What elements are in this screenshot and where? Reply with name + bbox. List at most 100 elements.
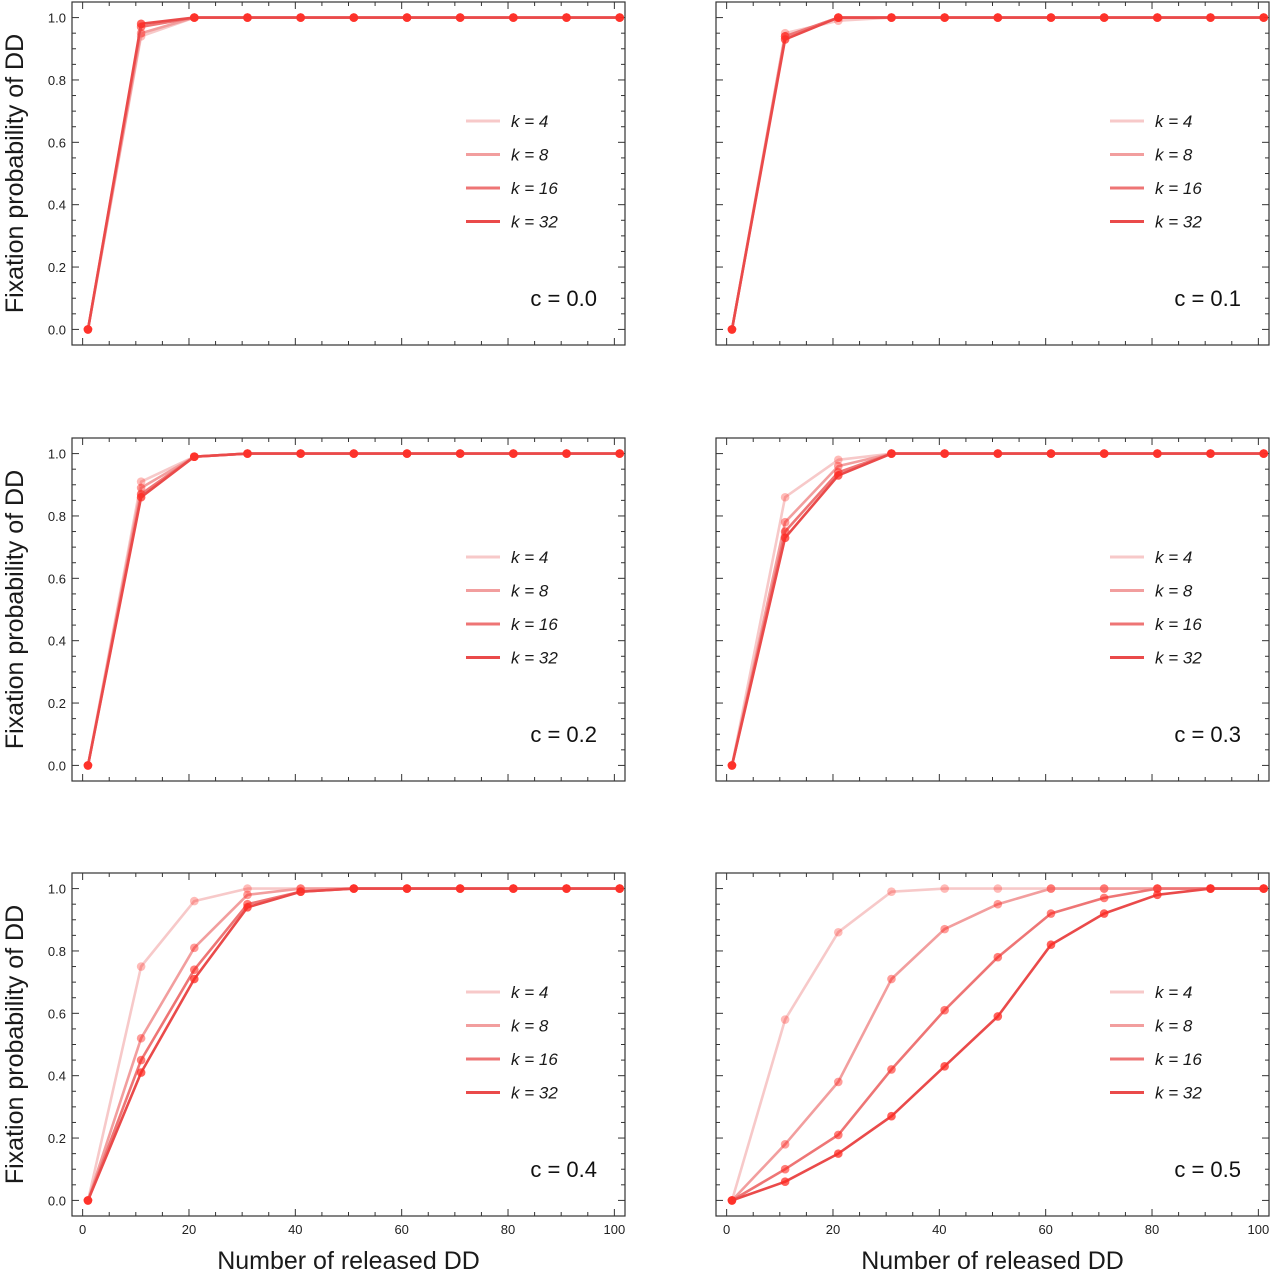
series-line-k8 [86,16,620,330]
x-tick-label: 60 [394,1222,408,1237]
data-point [1206,13,1215,22]
data-point [940,1005,949,1015]
legend-label: k = 8 [1155,582,1193,601]
data-point [349,884,359,893]
data-point [940,13,949,22]
data-point [1046,884,1056,893]
legend-label: k = 16 [1155,179,1202,198]
data-point [455,884,465,893]
y-tick-label: 0.0 [48,758,66,773]
data-point [402,449,412,458]
legend-label: k = 8 [511,1017,549,1036]
data-point [349,13,359,22]
y-tick-label: 0.4 [48,1069,66,1084]
data-point [562,884,571,893]
data-point [189,943,199,953]
data-point [780,533,790,543]
x-tick-label: 20 [182,1222,196,1237]
legend-label: k = 8 [511,146,549,165]
legend-label: k = 8 [511,582,549,601]
y-tick-label: 0.2 [48,260,66,275]
data-point [1259,449,1268,458]
data-point [136,492,146,502]
legend-label: k = 4 [511,983,548,1002]
series-line-k8 [731,887,1264,1202]
data-point [887,974,896,984]
y-axis-title: Fixation probability of DD [1,470,29,749]
data-point [780,35,790,44]
series-line-k32 [86,16,620,330]
data-point [1259,13,1268,22]
y-tick-label: 1.0 [48,11,66,26]
data-point [1046,13,1056,22]
data-point [296,13,305,22]
data-point [83,1196,93,1205]
y-tick-label: 0.4 [48,198,66,213]
data-point [509,13,518,22]
data-point [993,1012,1003,1021]
legend-label: k = 4 [1155,548,1192,567]
x-axis-title: Number of released DD [861,1247,1124,1275]
data-point [189,974,199,984]
data-point [615,449,624,458]
panel-5: 0.0 0.2 0.4 0.6 0.8 1.0 Fixation probability o… [1,872,626,1275]
data-point [455,13,465,22]
series-line-k32 [730,16,1264,330]
data-point [993,884,1003,893]
data-point [887,1065,896,1074]
y-tick-label: 0.8 [48,944,66,959]
data-point [1206,884,1215,893]
y-tick-label: 0.6 [48,135,66,150]
data-point [615,884,624,893]
data-point [1153,449,1162,458]
data-point [136,1033,146,1043]
data-point [136,19,146,29]
x-tick-label: 100 [604,1222,626,1237]
data-point [833,455,843,465]
data-point [833,1149,843,1158]
data-point [780,1015,790,1024]
data-point [243,884,252,893]
series-line-k8 [86,452,620,766]
data-point [562,13,571,22]
panel-2: k = 4 k = 8 k = 16 k = 32 c = 0.1 [715,1,1270,346]
data-point [940,449,949,458]
data-point [833,471,843,480]
data-point [993,952,1003,962]
data-point [189,452,199,462]
x-axis-title: Number of released DD [217,1247,480,1275]
y-tick-label: 0.6 [48,571,66,586]
series-line-k16 [86,452,620,766]
series-line-k4 [86,887,620,1201]
data-point [402,884,412,893]
data-point [1099,13,1109,22]
data-point [136,483,146,493]
legend-label: k = 4 [1155,112,1192,131]
panel-label: c = 0.0 [530,286,597,311]
legend-label: k = 8 [1155,146,1193,165]
data-point [940,924,949,934]
data-point [727,1196,737,1205]
data-point [296,887,305,897]
legend-label: k = 32 [1155,1084,1202,1103]
legend-label: k = 32 [511,213,558,232]
series-line-k16 [731,887,1264,1202]
x-tick-label: 20 [826,1222,840,1237]
series-line-k32 [731,887,1264,1202]
legend-label: k = 16 [1155,1050,1202,1069]
y-tick-label: 0.0 [48,322,66,337]
data-point [780,1164,790,1174]
data-point [993,449,1003,458]
data-point [1099,884,1109,893]
y-tick-label: 0.4 [48,634,66,649]
data-point [1153,13,1162,22]
data-point [1046,909,1056,918]
series-line-k4 [86,452,620,766]
data-point [349,449,359,458]
legend-label: k = 16 [1155,615,1202,634]
panel-3: 0.0 0.2 0.4 0.6 0.8 1.0 Fixation probability o… [1,437,626,782]
data-point [780,1139,790,1149]
legend-label: k = 16 [511,1050,558,1069]
panel-label: c = 0.4 [530,1157,597,1182]
